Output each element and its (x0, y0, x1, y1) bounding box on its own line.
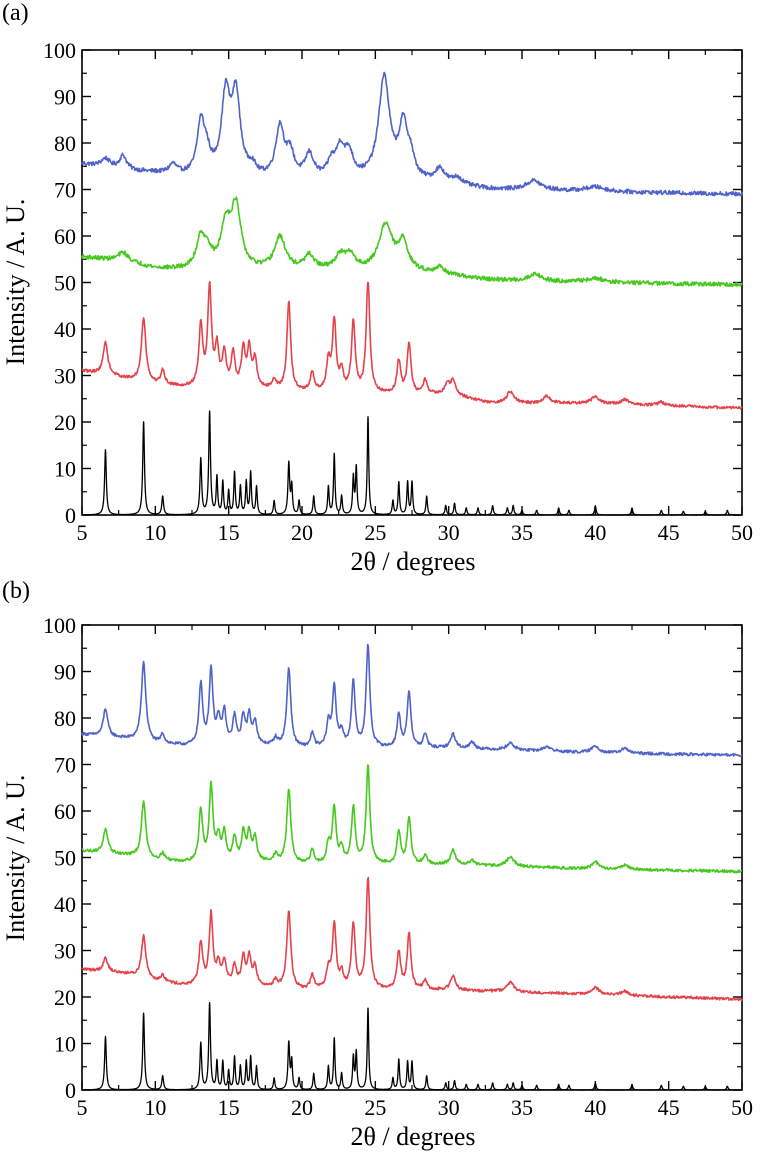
y-tick-label: 50 (54, 846, 76, 871)
y-tick-label: 20 (54, 410, 76, 435)
series-red-line (81, 280, 743, 410)
series-green-line (81, 196, 743, 288)
y-tick-label: 70 (54, 178, 76, 203)
series-blue-line (81, 71, 743, 197)
x-tick-label: 30 (438, 520, 460, 545)
y-tick-label: 30 (54, 939, 76, 964)
x-tick-label: 45 (658, 1095, 680, 1120)
y-tick-label: 80 (54, 706, 76, 731)
y-axis-label: Intensity / A. U. (1, 775, 30, 942)
y-tick-label: 90 (54, 660, 76, 685)
y-tick-label: 100 (43, 613, 76, 638)
y-tick-label: 10 (54, 457, 76, 482)
y-tick-label: 20 (54, 985, 76, 1010)
series-black-line (81, 410, 743, 516)
x-tick-label: 45 (658, 520, 680, 545)
x-tick-label: 50 (731, 1095, 753, 1120)
y-tick-label: 40 (54, 317, 76, 342)
x-tick-label: 50 (731, 520, 753, 545)
x-tick-label: 20 (291, 520, 313, 545)
x-tick-label: 35 (511, 520, 533, 545)
y-tick-label: 60 (54, 224, 76, 249)
y-tick-label: 10 (54, 1032, 76, 1057)
x-tick-label: 20 (291, 1095, 313, 1120)
y-tick-label: 50 (54, 271, 76, 296)
panel-b: (b) 5 10 15 20 25 30 35 40 45 50 0 10 20 30 40 50 60 70 80… (1, 578, 753, 1151)
series-green-line (81, 764, 743, 874)
x-tick-label: 40 (584, 1095, 606, 1120)
x-axis-label: 2θ / degrees (350, 1122, 475, 1151)
x-tick-label: 10 (144, 520, 166, 545)
series-black-line (81, 1001, 743, 1091)
series-red-line (81, 876, 743, 1002)
x-tick-label: 30 (438, 1095, 460, 1120)
x-tick-label: 40 (584, 520, 606, 545)
plot-area: 5 10 15 20 25 30 35 40 45 50 0 10 20 30 40 50 60 70 80 90 10… (43, 613, 753, 1120)
y-axis-label: Intensity / A. U. (1, 199, 30, 366)
y-tick-label: 40 (54, 892, 76, 917)
y-tick-label: 80 (54, 131, 76, 156)
x-axis-label: 2θ / degrees (350, 547, 475, 576)
y-tick-label: 0 (65, 503, 76, 528)
x-tick-label: 10 (144, 1095, 166, 1120)
panel-a: (a) 5 10 15 20 25 30 35 40 45 50 0 10 20 30 40 50 60 70 80… (1, 0, 753, 576)
panel-label: (a) (2, 0, 29, 26)
plot-area: 5 10 15 20 25 30 35 40 45 50 0 10 20 30 40 50 60 70 80 90 10… (43, 38, 753, 545)
y-tick-label: 70 (54, 753, 76, 778)
y-tick-label: 60 (54, 799, 76, 824)
x-tick-label: 15 (218, 520, 240, 545)
y-tick-label: 90 (54, 85, 76, 110)
y-tick-label: 0 (65, 1078, 76, 1103)
y-tick-label: 100 (43, 38, 76, 63)
series-blue-line (81, 643, 743, 757)
x-tick-label: 35 (511, 1095, 533, 1120)
panel-label: (b) (2, 578, 30, 604)
x-tick-label: 25 (364, 1095, 386, 1120)
x-tick-label: 25 (364, 520, 386, 545)
x-tick-label: 5 (77, 520, 88, 545)
x-tick-label: 15 (218, 1095, 240, 1120)
y-tick-label: 30 (54, 364, 76, 389)
plot-frame (81, 624, 743, 1091)
x-tick-label: 5 (77, 1095, 88, 1120)
